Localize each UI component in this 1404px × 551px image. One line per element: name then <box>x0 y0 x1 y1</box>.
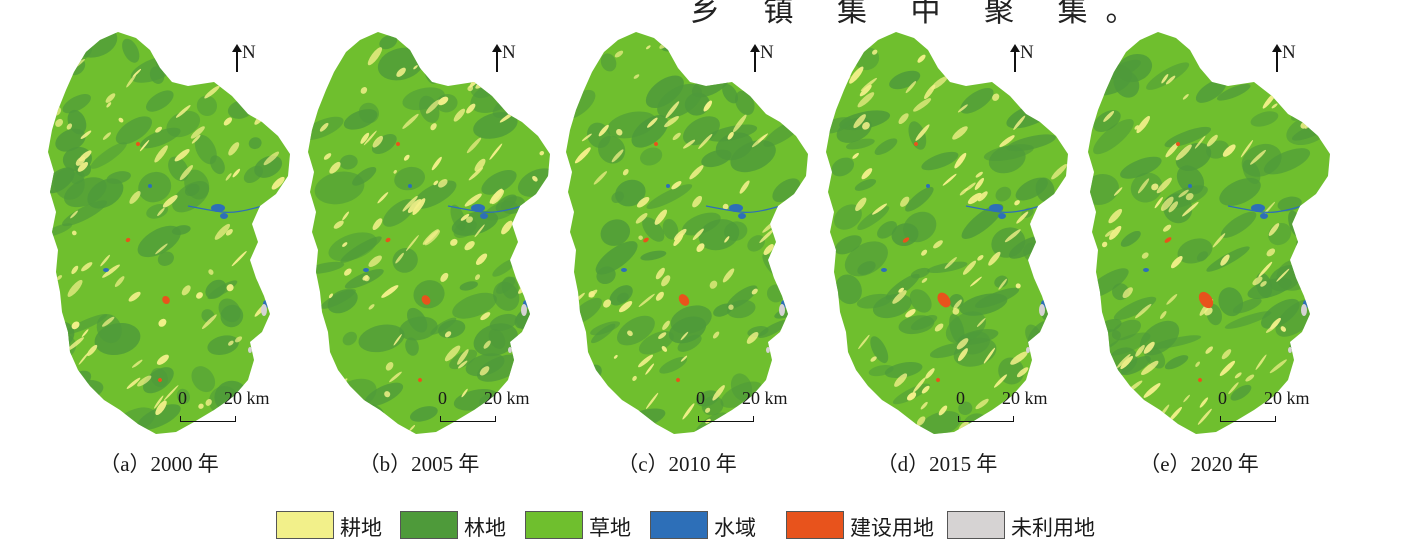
legend-label-forest: 林地 <box>464 516 506 540</box>
scale-bar-line <box>1220 416 1276 422</box>
scale-bar-line <box>958 416 1014 422</box>
scale-bar: 0 20 km <box>1214 388 1334 428</box>
panel-caption-2020: （e）2020 年 <box>1139 452 1259 476</box>
scale-zero-label: 0 <box>1218 388 1227 408</box>
legend-swatch-construction <box>786 511 844 539</box>
land-use-map-2015 <box>826 32 1068 434</box>
north-arrow-icon: N <box>750 42 790 82</box>
north-arrow-icon: N <box>1010 42 1050 82</box>
region-outline <box>826 32 1068 434</box>
north-label: N <box>760 42 774 63</box>
map-panel-2020: N 0 20 km <box>1078 10 1340 480</box>
legend-label-unused: 未利用地 <box>1011 516 1095 540</box>
scale-bar-line <box>698 416 754 422</box>
legend-swatch-cropland <box>276 511 334 539</box>
scale-zero-label: 0 <box>438 388 447 408</box>
scale-distance-label: 20 km <box>224 388 270 408</box>
scale-distance-label: 20 km <box>484 388 530 408</box>
north-label: N <box>1020 42 1034 63</box>
north-arrow-icon: N <box>1272 42 1312 82</box>
legend: 耕地 林地 草地 水域 建设用地 未利用地 <box>276 510 1136 540</box>
scale-zero-label: 0 <box>696 388 705 408</box>
scale-zero-label: 0 <box>178 388 187 408</box>
north-label: N <box>242 42 256 63</box>
map-panel-2015: N 0 20 km <box>816 10 1078 480</box>
scale-bar: 0 20 km <box>434 388 554 428</box>
map-panel-2005: N 0 20 km <box>298 10 560 480</box>
north-arrow-icon: N <box>232 42 272 82</box>
panel-caption-2000: （a）2000 年 <box>99 452 219 476</box>
land-use-map-2020 <box>1088 32 1330 434</box>
scale-distance-label: 20 km <box>1002 388 1048 408</box>
north-label: N <box>502 42 516 63</box>
legend-swatch-water <box>650 511 708 539</box>
panel-caption-2010: （c）2010 年 <box>617 452 737 476</box>
north-label: N <box>1282 42 1296 63</box>
panel-caption-2005: （b）2005 年 <box>358 452 480 476</box>
land-use-map-2005 <box>308 32 550 434</box>
header-text-fragment: 乡 镇 集 中 聚 集。 <box>690 0 1154 28</box>
scale-zero-label: 0 <box>956 388 965 408</box>
legend-label-construction: 建设用地 <box>850 516 934 540</box>
scale-bar: 0 20 km <box>692 388 812 428</box>
scale-distance-label: 20 km <box>1264 388 1310 408</box>
panel-caption-2015: （d）2015 年 <box>876 452 998 476</box>
scale-bar-line <box>440 416 496 422</box>
scale-distance-label: 20 km <box>742 388 788 408</box>
map-panel-2010: N 0 20 km <box>556 10 818 480</box>
scale-bar-line <box>180 416 236 422</box>
land-use-map-2010 <box>566 32 808 434</box>
scale-bar: 0 20 km <box>952 388 1072 428</box>
map-panel-2000: N 0 20 km <box>38 10 300 480</box>
north-arrow-icon: N <box>492 42 532 82</box>
legend-label-water: 水域 <box>714 516 756 540</box>
legend-swatch-unused <box>947 511 1005 539</box>
scale-bar: 0 20 km <box>174 388 294 428</box>
legend-swatch-forest <box>400 511 458 539</box>
land-use-map-2000 <box>48 32 290 434</box>
legend-swatch-grassland <box>525 511 583 539</box>
legend-label-grassland: 草地 <box>589 516 631 540</box>
legend-label-cropland: 耕地 <box>340 516 382 540</box>
